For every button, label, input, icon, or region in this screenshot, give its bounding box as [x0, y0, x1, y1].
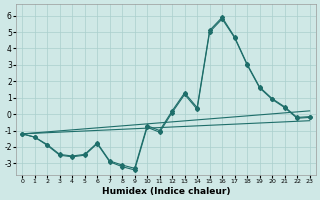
X-axis label: Humidex (Indice chaleur): Humidex (Indice chaleur)	[102, 187, 230, 196]
